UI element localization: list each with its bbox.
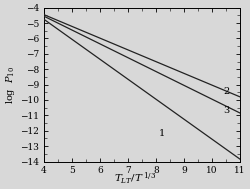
Y-axis label: log  $P_{10}$: log $P_{10}$ — [4, 66, 17, 104]
Text: 3: 3 — [223, 106, 230, 115]
Text: 2: 2 — [223, 87, 230, 96]
Text: 1: 1 — [159, 129, 165, 138]
Text: $T_{LT}/T^{\,1/3}$: $T_{LT}/T^{\,1/3}$ — [114, 171, 156, 187]
